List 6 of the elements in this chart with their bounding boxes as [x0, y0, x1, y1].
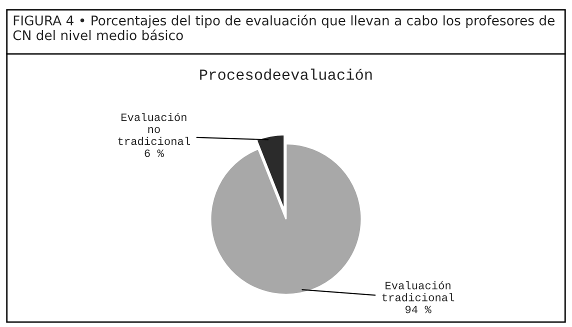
data-label: 6 % [144, 149, 164, 158]
slice-label: Evaluación no tradicional [118, 112, 190, 146]
chart-subtitle: Procesodeevaluación [200, 68, 372, 80]
slice-label: Evaluación tradicional [382, 281, 454, 302]
data-label: 94 % [405, 306, 432, 314]
chart-title: FIGURA 4 • Porcentajes del tipo de evaluación que llevan a cabo los profesores de CN del nivel medio básico [13, 14, 554, 40]
